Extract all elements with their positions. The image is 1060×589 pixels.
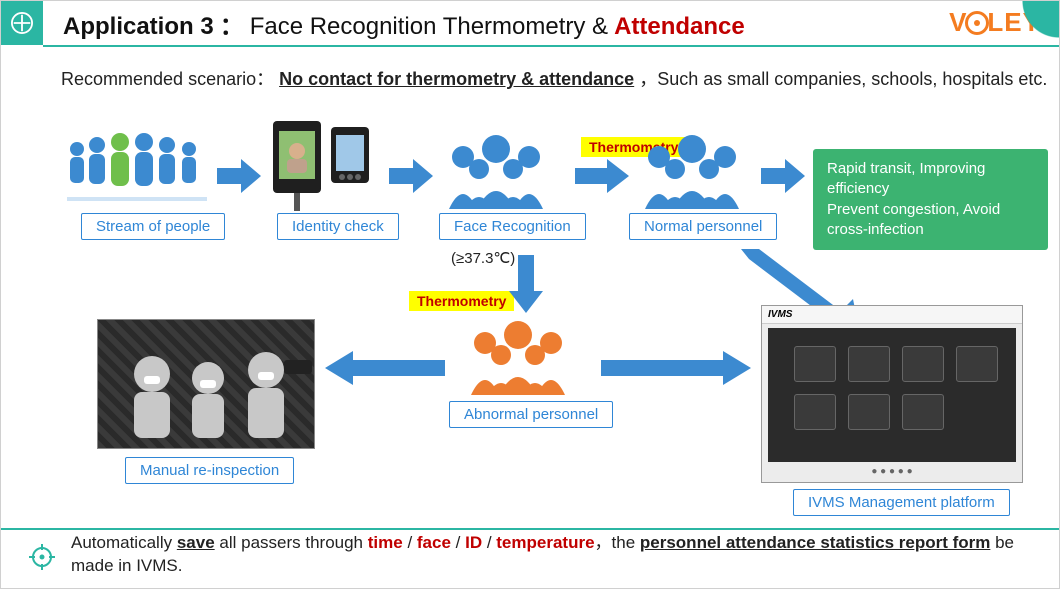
kw-id: ID [465,533,482,552]
kw-time: time [368,533,403,552]
label-abnormal: Abnormal personnel [449,401,613,428]
target-icon [29,544,55,570]
arrow-icon [761,159,805,193]
kw-report: personnel attendance statistics report f… [640,533,990,552]
arrow-icon [389,159,433,193]
abnormal-people-icon [463,317,573,395]
ivms-screenshot: IVMS ● ● ● ● ● [761,305,1023,483]
arrow-down-icon [509,255,543,313]
label-identity: Identity check [277,213,399,240]
label-face: Face Recognition [439,213,586,240]
ivms-screen [768,328,1016,462]
device-icon [269,113,379,218]
tag-thermometry-mid: Thermometry [409,291,514,311]
diagram-canvas: Stream of people Identity check [1,1,1059,588]
normal-people-icon [637,131,747,209]
face-people-icon [441,131,551,209]
footer-rule [1,528,1059,530]
outcome-box: Rapid transit, Improving efficiency Prev… [813,149,1048,250]
outcome-line2: Prevent congestion, Avoid cross-infectio… [827,200,1034,241]
outcome-line1: Rapid transit, Improving efficiency [827,159,1034,200]
label-normal: Normal personnel [629,213,777,240]
label-manual: Manual re-inspection [125,457,294,484]
label-stream: Stream of people [81,213,225,240]
manual-photo [97,319,315,449]
kw-face: face [417,533,451,552]
arrow-icon [217,159,261,193]
ivms-title: IVMS [762,306,1022,324]
arrow-left-icon [325,351,445,385]
kw-temp: temperature [496,533,594,552]
footer-text: Automatically save all passers through t… [71,532,1029,578]
kw-save: save [177,533,215,552]
arrow-right-icon [601,351,751,385]
temp-threshold: (≥37.3℃) [451,249,515,267]
label-ivms: IVMS Management platform [793,489,1010,516]
stream-people-icon [67,131,207,203]
arrow-icon [575,159,629,193]
